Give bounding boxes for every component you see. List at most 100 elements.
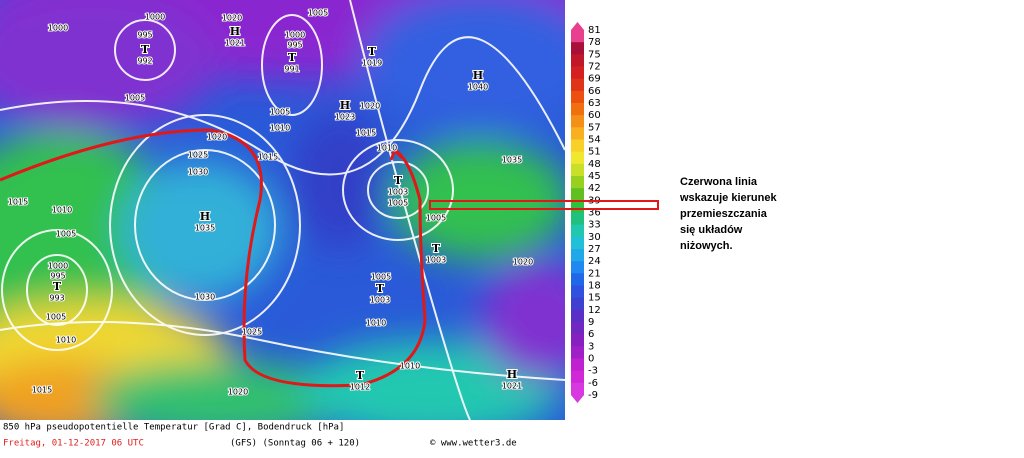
center-letter: T — [432, 242, 441, 255]
isobar-label: 1000 — [285, 31, 305, 40]
isobar-label: 1005 — [125, 94, 145, 103]
center-letter: H — [200, 210, 210, 223]
isobar-label: 1005 — [426, 214, 446, 223]
scale-segment — [571, 54, 584, 67]
isobar-label: 1000 — [48, 24, 68, 33]
scale-segment — [571, 151, 584, 165]
annotation: Czerwona linia wskazuje kierunek przemiesz… — [679, 176, 777, 252]
center-letter: T — [394, 174, 403, 187]
scale-segment — [571, 42, 584, 55]
scale-tick-label: 57 — [588, 122, 601, 133]
isobar-label: 995 — [137, 31, 152, 40]
center-value: 1035 — [195, 224, 215, 233]
center-letter: T — [356, 369, 365, 382]
center-value: 1021 — [502, 382, 522, 391]
isobar-label: 1035 — [502, 156, 522, 165]
center-value: 1023 — [335, 113, 355, 122]
center-value: 1003 — [370, 296, 390, 305]
scale-tick-label: 48 — [588, 159, 601, 170]
isobar-label: 1000 — [48, 262, 68, 271]
scale-segment — [571, 322, 584, 335]
isobar-label: 1010 — [366, 319, 386, 328]
center-letter: H — [340, 99, 350, 112]
center-letter: T — [288, 51, 297, 64]
isobar-label: 1020 — [513, 258, 533, 267]
scale-tick-label: 45 — [588, 171, 601, 182]
scale-segment — [571, 370, 584, 384]
center-letter: T — [53, 280, 62, 293]
isobar-label: 1020 — [360, 102, 380, 111]
annotation-line: się układów — [680, 224, 743, 236]
scale-segment — [571, 236, 584, 250]
scale-segment — [571, 358, 584, 372]
center-letter: T — [368, 45, 377, 58]
scale-tick-label: 3 — [588, 341, 594, 352]
scale-segment — [571, 188, 584, 201]
scale-cap — [571, 22, 584, 30]
center-value: 1012 — [350, 383, 370, 392]
scale-segment — [571, 66, 584, 80]
scale-tick-label: 72 — [588, 62, 601, 73]
scale-tick-label: -3 — [588, 366, 598, 377]
isobar-label: 1020 — [228, 388, 248, 397]
isobar-label: 1000 — [145, 13, 165, 22]
scale-segment — [571, 224, 584, 238]
scale-segment — [571, 163, 584, 177]
scale-tick-label: 69 — [588, 74, 601, 85]
annotation-line: niżowych. — [680, 240, 733, 252]
scale-tick-label: 24 — [588, 256, 601, 267]
scale-tick-label: 27 — [588, 244, 601, 255]
center-letter: H — [230, 25, 240, 38]
footer-credit: © www.wetter3.de — [430, 439, 517, 449]
isobar-label: 995 — [287, 41, 302, 50]
scale-segment — [571, 115, 584, 128]
scale-tick-label: 60 — [588, 110, 601, 121]
scale-segment — [571, 103, 584, 116]
scale-tick-label: 6 — [588, 329, 594, 340]
center-letter: H — [507, 368, 517, 381]
isobar-label: 1010 — [52, 206, 72, 215]
scale-segment — [571, 285, 584, 299]
scale-tick-label: 51 — [588, 147, 601, 158]
scale-tick-label: 42 — [588, 183, 601, 194]
footer-run: (GFS) (Sonntag 06 + 120) — [230, 439, 360, 449]
center-value: 1040 — [468, 83, 488, 92]
isobar-label: 1005 — [371, 273, 391, 282]
scale-segment — [571, 249, 584, 262]
scale-segment — [571, 139, 584, 153]
isobar-label: 1005 — [56, 230, 76, 239]
isobar-label: 1020 — [222, 14, 242, 23]
scale-tick-label: -9 — [588, 390, 598, 401]
isobar-label: 1005 — [46, 313, 66, 322]
scale-tick-label: 30 — [588, 232, 601, 243]
isobar-label: 1010 — [400, 362, 420, 371]
scale-segment — [571, 261, 584, 274]
red-track — [0, 128, 427, 388]
isobar-label: 1015 — [356, 129, 376, 138]
scale-segment — [571, 200, 584, 213]
annotation-arrow — [429, 200, 659, 210]
scale-segment — [571, 127, 584, 140]
footer — [0, 420, 565, 454]
scale-tick-label: 15 — [588, 293, 601, 304]
scale-segment — [571, 382, 584, 396]
scale-segment — [571, 273, 584, 286]
scale-segment — [571, 176, 584, 189]
scale-tick-label: 9 — [588, 317, 594, 328]
scale-tick-label: 66 — [588, 86, 601, 97]
center-letter: T — [141, 43, 150, 56]
isobar-label: 1010 — [377, 144, 397, 153]
isobar-label: 1005 — [388, 199, 408, 208]
scale-segment — [571, 212, 584, 226]
isobar-label: 1015 — [258, 153, 278, 162]
isobar-label: 995 — [50, 272, 65, 281]
isobar-label: 1005 — [308, 9, 328, 18]
center-value: 1003 — [426, 256, 446, 265]
center-value: 1019 — [362, 59, 382, 68]
scale-tick-label: 78 — [588, 37, 601, 48]
center-value: 993 — [49, 294, 64, 303]
scale-segment — [571, 346, 584, 359]
scale-segment — [571, 30, 584, 43]
